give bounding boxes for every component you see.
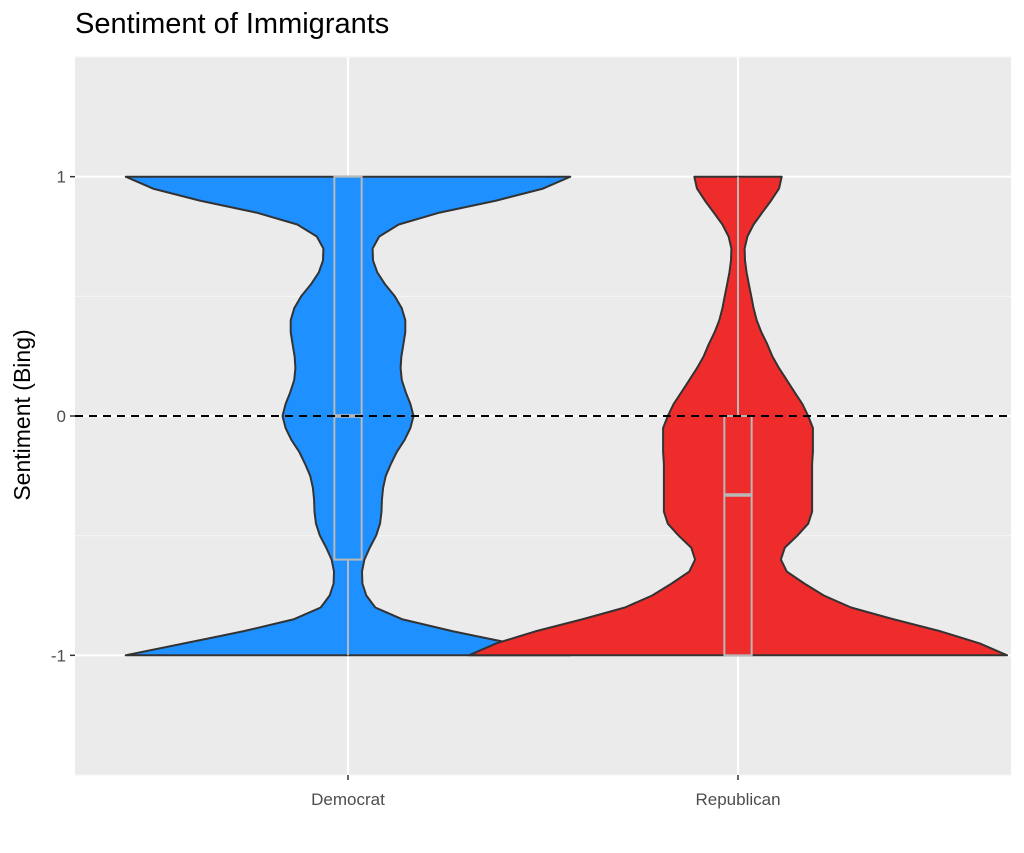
box-republican: [723, 415, 753, 657]
x-tick-label-democrat: Democrat: [311, 790, 385, 809]
y-axis-title: Sentiment (Bing): [9, 329, 35, 500]
chart-title: Sentiment of Immigrants: [75, 8, 390, 40]
y-tick-label: 0: [57, 407, 66, 426]
axes: -1 0 1 Democrat Republican: [51, 168, 781, 809]
y-tick-label: 1: [57, 168, 66, 187]
box-democrat: [333, 175, 363, 561]
x-tick-label-republican: Republican: [695, 790, 780, 809]
y-tick-label: -1: [51, 646, 66, 665]
